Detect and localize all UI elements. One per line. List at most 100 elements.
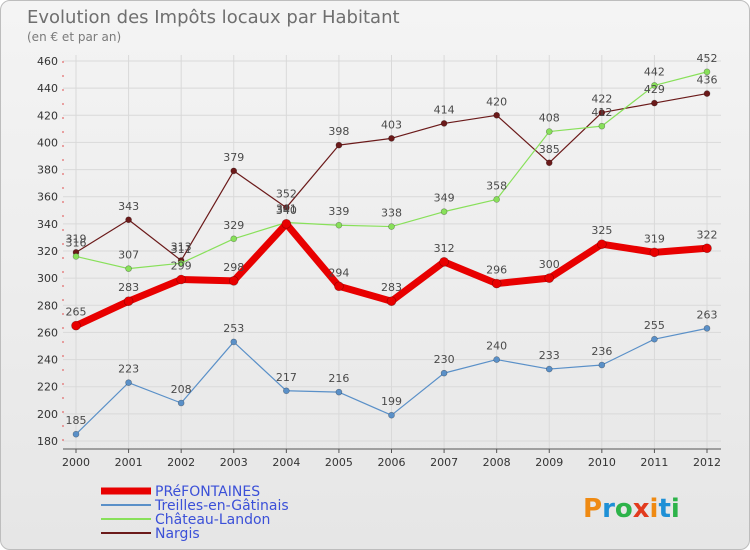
data-point-chateau-landon (125, 265, 132, 272)
data-point-treilles-en-gatinais (440, 369, 448, 377)
data-point-chateau-landon (230, 235, 238, 243)
data-point-nargis (703, 90, 711, 97)
y-tick-label: 300 (37, 272, 58, 285)
legend: PRéFONTAINESTreilles-en-GâtinaisChâteau-… (101, 484, 289, 542)
data-label-treilles-en-gatinais: 199 (381, 395, 402, 408)
y-tick-label: 440 (37, 82, 58, 95)
data-point-treilles-en-gatinais (651, 335, 658, 343)
data-point-prefontaines (281, 219, 292, 229)
data-point-chateau-landon (545, 128, 553, 135)
data-point-nargis (283, 204, 290, 211)
logo-letter: t (658, 494, 670, 524)
data-point-treilles-en-gatinais (125, 379, 132, 386)
grid-layer (63, 55, 721, 449)
data-label-nargis: 319 (66, 232, 87, 245)
y-tick-label: 180 (37, 435, 58, 448)
y-tick-label: 420 (37, 109, 58, 122)
data-point-treilles-en-gatinais (598, 361, 606, 369)
data-point-prefontaines (439, 257, 449, 267)
data-label-prefontaines: 325 (591, 224, 612, 237)
data-point-nargis (493, 111, 500, 119)
data-point-treilles-en-gatinais (703, 325, 711, 332)
data-label-treilles-en-gatinais: 208 (171, 383, 192, 396)
data-point-chateau-landon (440, 208, 448, 215)
data-point-treilles-en-gatinais (335, 388, 343, 396)
data-point-prefontaines (597, 239, 607, 250)
data-point-nargis (125, 216, 132, 224)
data-label-layer: 319 343 313 379 352 398 403 414 420 385 422 429 436 3… (66, 52, 718, 427)
data-label-chateau-landon: 307 (118, 249, 139, 262)
x-tick-label: 2001 (115, 456, 143, 469)
data-label-prefontaines: 283 (118, 281, 139, 294)
data-point-prefontaines (386, 296, 397, 307)
data-label-treilles-en-gatinais: 236 (591, 345, 612, 358)
data-label-chateau-landon: 338 (381, 207, 402, 220)
data-label-chateau-landon: 349 (434, 192, 455, 205)
data-label-treilles-en-gatinais: 255 (644, 319, 665, 332)
axis-layer: 180 200 220 240 260 280 300 320 340 360 380 400 420 4… (37, 55, 721, 469)
data-label-treilles-en-gatinais: 185 (66, 414, 87, 427)
x-tick-label: 2011 (640, 456, 668, 469)
data-point-treilles-en-gatinais (388, 411, 395, 419)
data-point-chateau-landon (72, 253, 80, 260)
x-tick-label: 2002 (167, 456, 195, 469)
legend-label-chateau-landon: Château-Landon (155, 512, 270, 528)
data-point-nargis (598, 109, 606, 116)
data-label-treilles-en-gatinais: 217 (276, 371, 297, 384)
data-label-prefontaines: 300 (539, 258, 560, 271)
data-point-nargis (335, 141, 343, 149)
data-point-chateau-landon (177, 259, 185, 267)
data-point-prefontaines (491, 278, 502, 289)
logo-letter: r (602, 494, 615, 524)
data-label-prefontaines: 283 (381, 281, 402, 294)
data-point-treilles-en-gatinais (72, 430, 80, 438)
legend-label-prefontaines: PRéFONTAINES (155, 484, 260, 500)
x-tick-label: 2006 (378, 456, 406, 469)
logo-letter: o (615, 494, 633, 524)
data-point-prefontaines (228, 276, 239, 286)
x-tick-label: 2009 (535, 456, 563, 469)
data-point-prefontaines (334, 281, 344, 292)
data-point-nargis (545, 159, 553, 167)
data-point-treilles-en-gatinais (493, 356, 500, 363)
y-tick-label: 220 (37, 381, 58, 394)
series-layer (71, 68, 712, 438)
logo-letter: P (583, 494, 602, 524)
data-label-nargis: 313 (171, 241, 192, 254)
legend-label-treilles-en-gatinais: Treilles-en-Gâtinais (154, 498, 289, 514)
data-point-nargis (440, 120, 448, 127)
data-label-prefontaines: 296 (486, 264, 507, 277)
data-point-treilles-en-gatinais (177, 399, 185, 407)
data-point-prefontaines (649, 247, 660, 258)
data-label-prefontaines: 322 (697, 228, 718, 241)
y-tick-label: 400 (37, 136, 58, 149)
data-label-chateau-landon: 311 (171, 243, 192, 256)
data-label-nargis: 436 (697, 74, 718, 87)
data-point-prefontaines (544, 273, 555, 283)
data-label-prefontaines: 299 (171, 260, 192, 273)
x-tick-label: 2003 (220, 456, 248, 469)
data-label-prefontaines: 340 (276, 204, 297, 217)
proxiti-logo: Proxiti (583, 494, 680, 524)
data-label-chateau-landon: 442 (644, 65, 665, 78)
y-tick-label: 340 (37, 218, 58, 231)
y-tick-label: 280 (37, 299, 58, 312)
data-label-treilles-en-gatinais: 263 (697, 308, 718, 321)
y-tick-label: 460 (37, 55, 58, 68)
logo-letter: i (650, 494, 659, 524)
data-point-treilles-en-gatinais (283, 387, 290, 395)
data-point-chateau-landon (493, 196, 500, 203)
x-tick-label: 2007 (430, 456, 458, 469)
data-point-nargis (230, 167, 238, 175)
data-label-prefontaines: 298 (223, 261, 244, 274)
data-label-prefontaines: 319 (644, 232, 665, 245)
data-point-prefontaines (176, 274, 186, 285)
data-label-treilles-en-gatinais: 223 (118, 363, 139, 376)
data-label-nargis: 414 (434, 103, 455, 116)
data-label-prefontaines: 312 (434, 242, 455, 255)
data-label-chateau-landon: 339 (328, 205, 349, 218)
data-label-nargis: 379 (223, 151, 244, 164)
data-label-nargis: 343 (118, 200, 139, 213)
data-label-chateau-landon: 341 (276, 203, 297, 216)
x-tick-label: 2005 (325, 456, 353, 469)
